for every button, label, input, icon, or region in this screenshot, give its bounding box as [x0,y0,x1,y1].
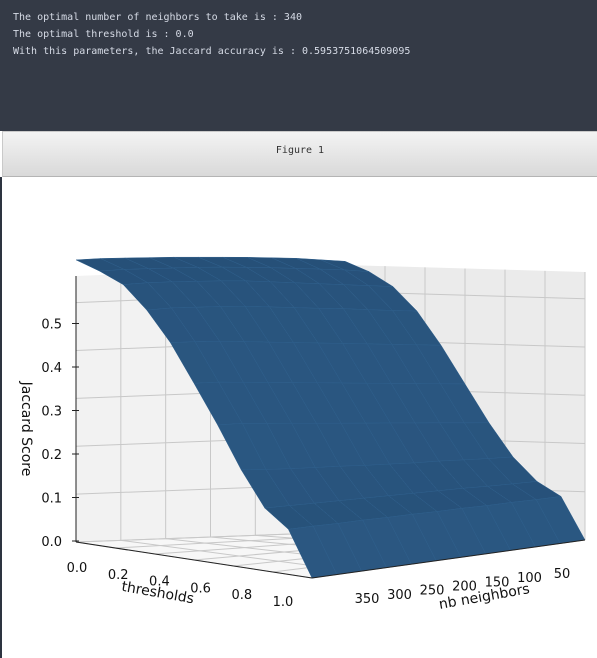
window-titlebar[interactable]: Figure 1 [2,131,597,177]
y-tick-label: 350 [355,592,380,607]
x-tick-label: 0.8 [231,588,252,603]
console-line: The optimal threshold is : 0.0 [13,29,194,40]
z-tick-label: 0.0 [41,535,62,550]
y-tick-label: 150 [485,575,510,590]
x-tick-label: 0.6 [190,581,211,596]
x-tick-label: 1.0 [273,595,294,610]
tick-labels: 0.0 0.1 0.2 0.3 0.4 0.5 0.0 0.2 0.4 0.6 0.8 1.0 350 3… [41,318,570,611]
z-tick-label: 0.1 [41,492,62,507]
y-tick-label: 100 [517,571,542,586]
y-tick-label: 300 [387,588,412,603]
z-tick-label: 0.5 [41,318,62,333]
x-axis-line [75,541,313,579]
surface-mesh [75,256,586,579]
console-line: The optimal number of neighbors to take … [13,12,302,23]
y-tick-label: 200 [452,580,477,595]
window-edge [0,177,2,658]
x-tick-label: 0.2 [108,568,129,583]
figure-window: Figure 1 0.0 0.1 0.2 0.3 0.4 0.5 0.0 0.2 0.4 0.6 0… [0,131,597,658]
x-tick-label: 0.0 [67,561,88,576]
x-tick-label: 0.4 [149,575,170,590]
z-tick-label: 0.2 [41,448,62,463]
z-tick-label: 0.3 [41,405,62,420]
console-output: The optimal number of neighbors to take … [0,0,597,131]
y-axis-line [311,539,586,579]
z-tick-label: 0.4 [41,361,62,376]
y-tick-label: 250 [420,584,445,599]
y-tick-label: 50 [554,567,571,582]
surface-plot[interactable]: 0.0 0.1 0.2 0.3 0.4 0.5 0.0 0.2 0.4 0.6 0.8 1.0 350 3… [0,131,597,658]
z-axis-label: Jaccard Score [18,381,34,477]
console-line: With this parameters, the Jaccard accura… [13,46,411,57]
window-title: Figure 1 [275,145,325,156]
